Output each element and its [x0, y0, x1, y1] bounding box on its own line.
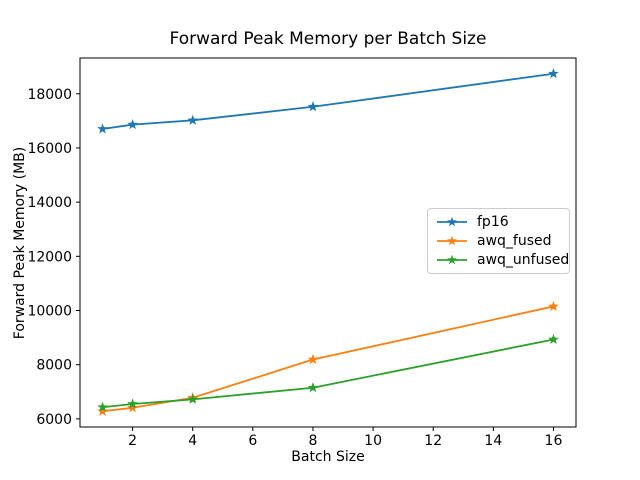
y-tick-label: 6000 — [36, 412, 72, 428]
data-point-star-icon — [127, 398, 138, 409]
x-tick-label: 14 — [484, 433, 502, 449]
data-point-star-icon — [307, 353, 319, 365]
legend-label: fp16 — [477, 214, 509, 231]
data-point-star-icon — [307, 101, 319, 112]
legend-label: awq_fused — [477, 232, 552, 249]
series-line-awq_unfused — [102, 338, 554, 409]
data-point-star-icon — [127, 119, 138, 130]
data-point-star-icon — [97, 401, 108, 412]
series-line-fp16 — [102, 72, 554, 130]
chart-title: Forward Peak Memory per Batch Size — [169, 29, 487, 49]
legend: fp16 awq_fused awq_unfused — [427, 208, 570, 274]
series-line-awq_fused — [102, 305, 554, 413]
legend-line-sample-icon — [437, 254, 467, 264]
legend-item-awq-unfused: awq_unfused — [436, 251, 569, 269]
y-tick-label: 8000 — [36, 358, 72, 374]
data-point-star-icon — [548, 333, 559, 345]
legend-item-awq-fused: awq_fused — [436, 232, 561, 250]
data-point-star-icon — [127, 402, 138, 413]
x-tick-label: 10 — [364, 433, 382, 449]
y-tick-label: 14000 — [27, 195, 72, 211]
data-point-star-icon — [97, 405, 108, 416]
data-point-star-icon — [548, 300, 559, 311]
x-tick-label: 8 — [309, 433, 318, 449]
x-tick-label: 4 — [188, 433, 197, 449]
x-tick-label: 2 — [128, 433, 137, 449]
x-tick-label: 6 — [248, 433, 257, 449]
y-tick-label: 18000 — [27, 87, 72, 103]
data-point-star-icon — [548, 68, 559, 79]
x-axis-label: Batch Size — [291, 449, 365, 465]
data-point-star-icon — [307, 382, 319, 393]
x-tick-label: 12 — [424, 433, 442, 449]
x-tick-label: 16 — [545, 433, 563, 449]
legend-line-sample-icon — [437, 235, 467, 246]
legend-label: awq_unfused — [477, 251, 570, 268]
data-point-star-icon — [187, 114, 199, 125]
y-tick-label: 10000 — [27, 304, 72, 320]
data-point-star-icon — [97, 123, 108, 134]
legend-item-fp16: fp16 — [436, 213, 561, 231]
y-tick-label: 16000 — [27, 141, 72, 157]
data-point-star-icon — [187, 393, 199, 404]
y-tick-label: 12000 — [27, 249, 72, 265]
legend-line-sample-icon — [437, 217, 467, 227]
